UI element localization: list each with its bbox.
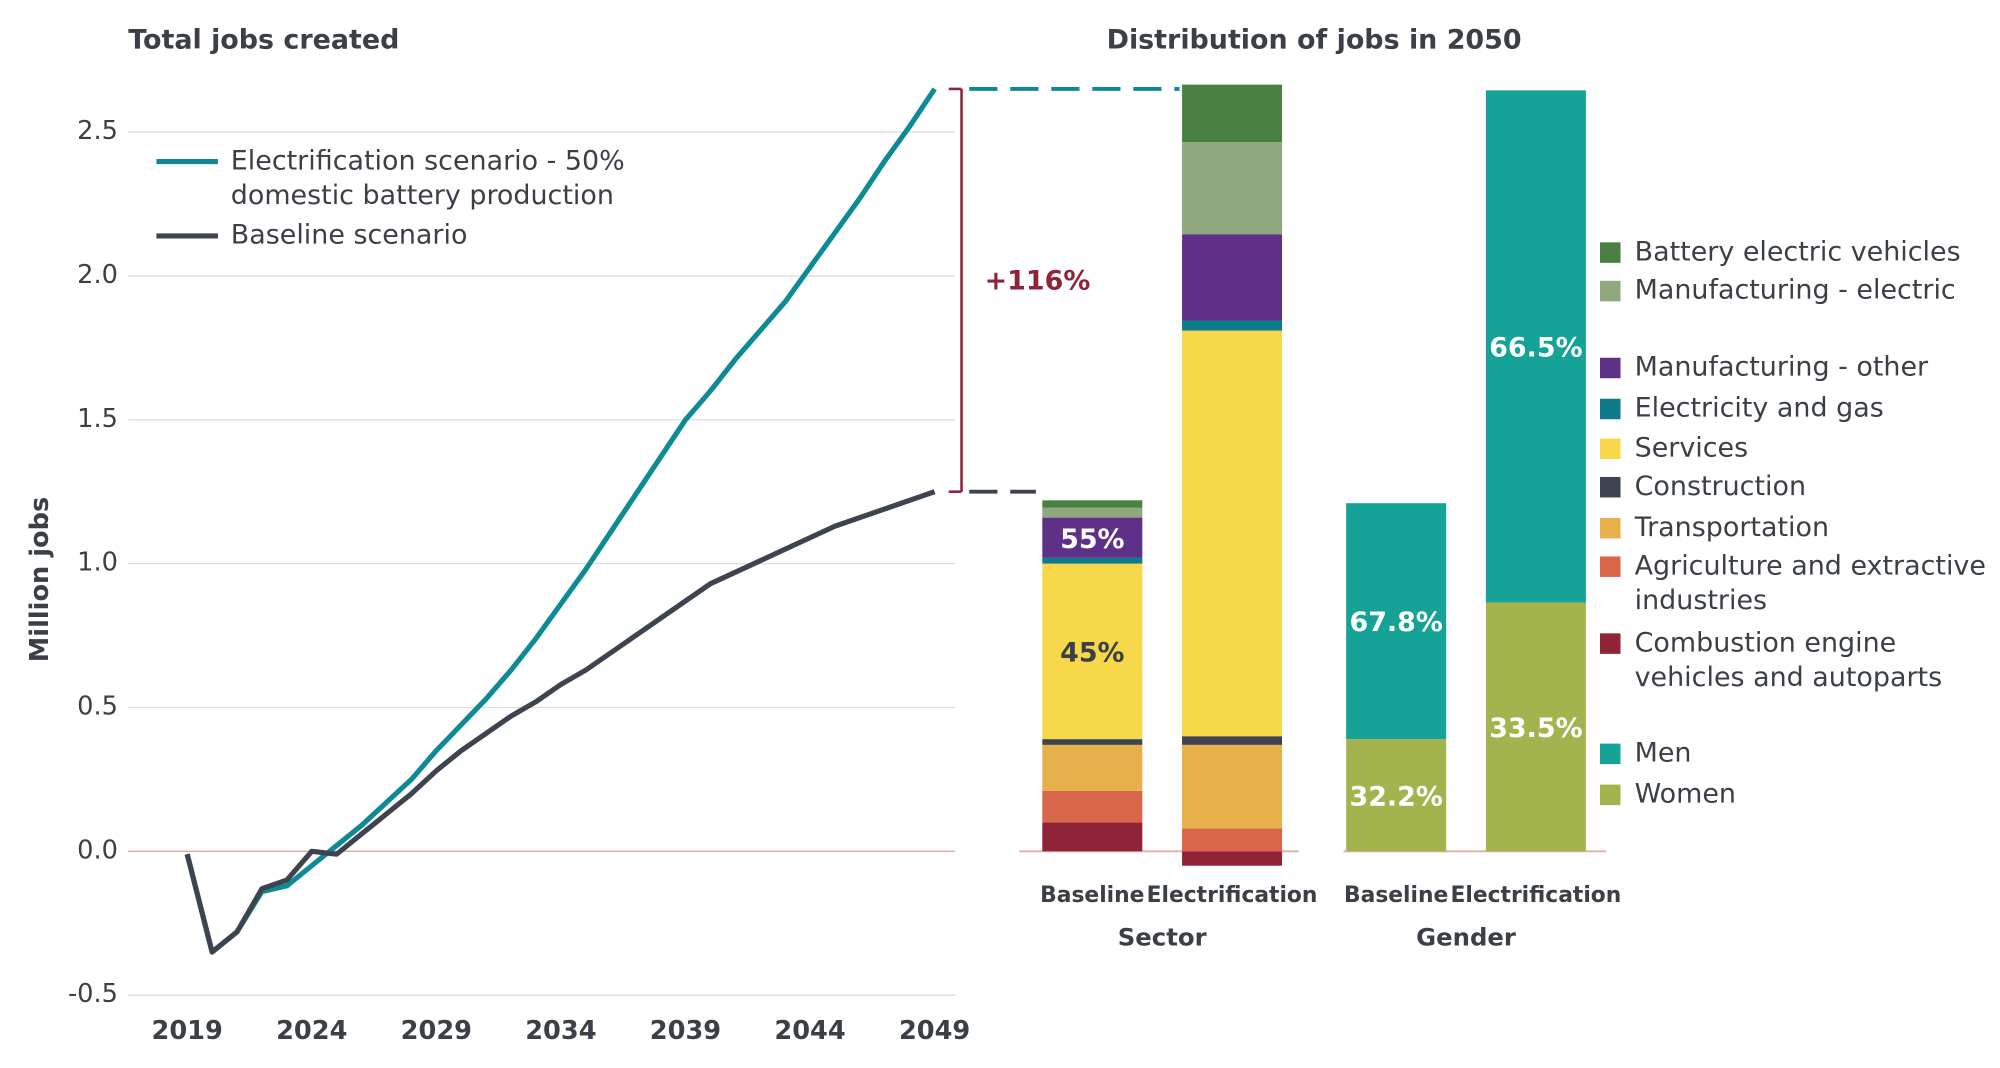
legend-label: Construction — [1634, 470, 1807, 502]
bar-segment — [1042, 557, 1143, 564]
group-label: Sector — [1118, 922, 1207, 951]
legend-swatch — [1600, 398, 1621, 420]
bar-segment — [1042, 790, 1143, 823]
legend-label-text: Transportation — [1634, 511, 1830, 543]
legend-swatch — [1600, 476, 1621, 498]
legend-label-text: Men — [1634, 737, 1692, 768]
legend-swatch — [1600, 438, 1621, 459]
legend-swatch — [1600, 784, 1621, 806]
y-tick-label: 1.5 — [77, 404, 118, 434]
bar-segment — [1485, 90, 1586, 603]
legend-label: Women — [1634, 778, 1736, 809]
bar-segment — [1042, 500, 1143, 508]
bar-segment — [1042, 739, 1143, 745]
data-label: 32.2% — [1349, 781, 1442, 812]
category-label: Electrification — [1451, 883, 1622, 908]
legend-label-text: Combustion engine vehicles and autoparts — [1634, 626, 1943, 693]
bar-segment — [1346, 503, 1447, 740]
legend-swatch — [1600, 242, 1621, 263]
legend-label: Services — [1634, 432, 1749, 463]
category-label: Baseline — [1040, 883, 1144, 908]
legend-swatch — [1600, 517, 1621, 539]
x-tick-label: 2029 — [401, 1016, 472, 1046]
legend-label-text: Agriculture and extractive industries — [1634, 550, 1986, 616]
legend-label-text: Baseline scenario — [230, 219, 468, 251]
bar-segment — [1182, 320, 1283, 331]
bar-segment — [1182, 828, 1283, 852]
bar-segment — [1346, 739, 1447, 852]
bar-segment — [1182, 851, 1283, 866]
legend-label: Men — [1634, 737, 1692, 768]
bar-segment — [1042, 517, 1143, 558]
legend-swatch — [1600, 357, 1621, 379]
legend-label: Manufacturing - other — [1634, 351, 1929, 383]
bar-segment — [1182, 142, 1283, 235]
legend-label-text: Electricity and gas — [1634, 392, 1884, 424]
legend-label-text: Battery electric vehicles — [1634, 235, 1961, 267]
bar-segment — [1182, 330, 1283, 737]
x-tick-label: 2039 — [650, 1016, 721, 1046]
y-tick-label: 0.0 — [77, 835, 118, 865]
bar-segment — [1042, 563, 1143, 740]
legend-label: Combustion engine vehicles and autoparts — [1634, 626, 1943, 693]
bar-segment — [1182, 736, 1283, 745]
annotation: +116% — [985, 266, 1091, 297]
legend-label: Electricity and gas — [1634, 392, 1884, 424]
bar-segment — [1042, 822, 1143, 852]
legend-swatch — [1600, 743, 1621, 765]
legend-label: Agriculture and extractive industries — [1634, 550, 1986, 616]
data-label: 33.5% — [1489, 713, 1582, 744]
group-label: Gender — [1416, 922, 1516, 951]
data-label: 45% — [1060, 637, 1124, 668]
y-tick-label: 1.0 — [77, 548, 118, 578]
x-tick-label: 2049 — [899, 1016, 970, 1046]
legend-label: Baseline scenario — [230, 219, 468, 251]
data-label: 67.8% — [1349, 607, 1442, 638]
legend-label: Transportation — [1634, 511, 1830, 543]
y-tick-label: 2.5 — [77, 116, 118, 146]
bar-segment — [1182, 84, 1283, 143]
y-tick-label: -0.5 — [68, 979, 118, 1009]
x-tick-label: 2034 — [525, 1016, 596, 1046]
legend-label-text: Women — [1634, 778, 1736, 809]
legend-label-text: Electrification scenario - 50% domestic … — [230, 144, 625, 211]
legend-swatch — [1600, 556, 1621, 577]
legend-label: Battery electric vehicles — [1634, 235, 1961, 267]
legend-label-text: Manufacturing - other — [1634, 351, 1929, 383]
legend-swatch — [1600, 280, 1621, 302]
data-label: 55% — [1060, 524, 1124, 555]
legend-label-text: Construction — [1634, 470, 1807, 502]
x-tick-label: 2024 — [276, 1016, 347, 1046]
chart-title: Distribution of jobs in 2050 — [1107, 25, 1522, 56]
chart-title: Total jobs created — [128, 25, 399, 56]
legend-label-text: Manufacturing - electric — [1634, 274, 1956, 306]
line-series — [184, 87, 937, 955]
legend-label: Electrification scenario - 50% domestic … — [230, 144, 625, 211]
category-label: Electrification — [1147, 883, 1318, 908]
x-tick-label: 2019 — [152, 1016, 223, 1046]
bar-segment — [1042, 507, 1143, 518]
y-tick-label: 0.5 — [77, 691, 118, 721]
bar-segment — [1042, 744, 1143, 791]
line-series — [184, 489, 936, 955]
x-tick-label: 2044 — [774, 1016, 845, 1046]
category-label: Baseline — [1344, 883, 1448, 908]
bar-segment — [1182, 234, 1283, 321]
legend-swatch — [1600, 633, 1621, 654]
bar-segment — [1182, 744, 1283, 829]
y-axis-title: Million jobs — [25, 497, 55, 662]
bar-segment — [1485, 602, 1586, 852]
legend-label-text: Services — [1634, 432, 1749, 463]
data-label: 66.5% — [1489, 332, 1582, 363]
y-tick-label: 2.0 — [77, 260, 118, 290]
legend-label: Manufacturing - electric — [1634, 274, 1956, 306]
